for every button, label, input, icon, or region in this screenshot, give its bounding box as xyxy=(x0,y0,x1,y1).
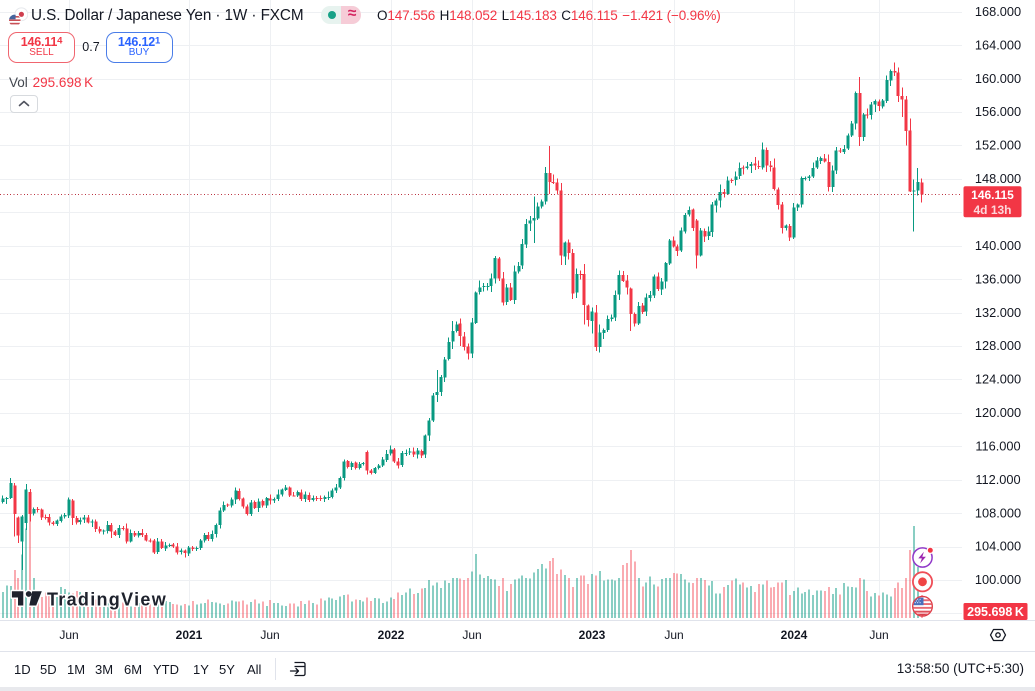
svg-text:152.000: 152.000 xyxy=(975,138,1021,153)
svg-text:146.115: 146.115 xyxy=(971,188,1014,202)
svg-text:148.000: 148.000 xyxy=(975,171,1021,186)
svg-text:168.000: 168.000 xyxy=(975,4,1021,19)
svg-text:295.698 K: 295.698 K xyxy=(967,605,1024,619)
svg-text:100.000: 100.000 xyxy=(975,572,1021,587)
svg-text:TradingView: TradingView xyxy=(47,590,167,610)
svg-text:132.000: 132.000 xyxy=(975,305,1021,320)
svg-text:140.000: 140.000 xyxy=(975,238,1021,253)
svg-text:104.000: 104.000 xyxy=(975,539,1021,554)
svg-text:124.000: 124.000 xyxy=(975,372,1021,387)
svg-text:116.000: 116.000 xyxy=(975,439,1020,454)
svg-text:136.000: 136.000 xyxy=(975,271,1021,286)
svg-text:120.000: 120.000 xyxy=(975,405,1021,420)
svg-text:160.000: 160.000 xyxy=(975,71,1021,86)
svg-text:156.000: 156.000 xyxy=(975,104,1021,119)
svg-text:164.000: 164.000 xyxy=(975,37,1021,52)
svg-text:128.000: 128.000 xyxy=(975,338,1021,353)
svg-text:4d 13h: 4d 13h xyxy=(973,203,1011,217)
svg-text:112.000: 112.000 xyxy=(975,472,1020,487)
svg-text:108.000: 108.000 xyxy=(975,505,1021,520)
